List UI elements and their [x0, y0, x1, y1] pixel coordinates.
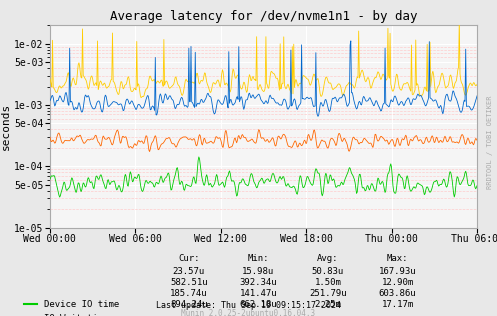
Text: 15.98u: 15.98u — [243, 267, 274, 276]
Title: Average latency for /dev/nvme1n1 - by day: Average latency for /dev/nvme1n1 - by da… — [110, 10, 417, 23]
Text: 392.34u: 392.34u — [240, 278, 277, 287]
Text: 894.24u: 894.24u — [170, 300, 208, 309]
Text: 2.25m: 2.25m — [315, 300, 341, 309]
Text: 12.90m: 12.90m — [382, 278, 414, 287]
Y-axis label: seconds: seconds — [1, 103, 11, 150]
Text: 1.50m: 1.50m — [315, 278, 341, 287]
Text: 141.47u: 141.47u — [240, 289, 277, 298]
Text: 50.83u: 50.83u — [312, 267, 344, 276]
Text: 23.57u: 23.57u — [173, 267, 205, 276]
Text: Avg:: Avg: — [317, 254, 339, 263]
Text: 167.93u: 167.93u — [379, 267, 416, 276]
Text: Max:: Max: — [387, 254, 409, 263]
Text: 582.51u: 582.51u — [170, 278, 208, 287]
Text: RRDTOOL / TOBI OETIKER: RRDTOOL / TOBI OETIKER — [487, 95, 493, 189]
Text: Cur:: Cur: — [178, 254, 200, 263]
Text: 185.74u: 185.74u — [170, 289, 208, 298]
Text: 251.79u: 251.79u — [309, 289, 347, 298]
Text: 17.17m: 17.17m — [382, 300, 414, 309]
Legend: Device IO time, IO Wait time, Read IO Wait time, Write IO Wait time: Device IO time, IO Wait time, Read IO Wa… — [20, 297, 145, 316]
Text: 662.18u: 662.18u — [240, 300, 277, 309]
Text: Min:: Min: — [248, 254, 269, 263]
Text: Munin 2.0.25-2ubuntu0.16.04.3: Munin 2.0.25-2ubuntu0.16.04.3 — [181, 309, 316, 316]
Text: Last update: Thu Sep 19 09:15:17 2024: Last update: Thu Sep 19 09:15:17 2024 — [156, 301, 341, 310]
Text: 603.86u: 603.86u — [379, 289, 416, 298]
